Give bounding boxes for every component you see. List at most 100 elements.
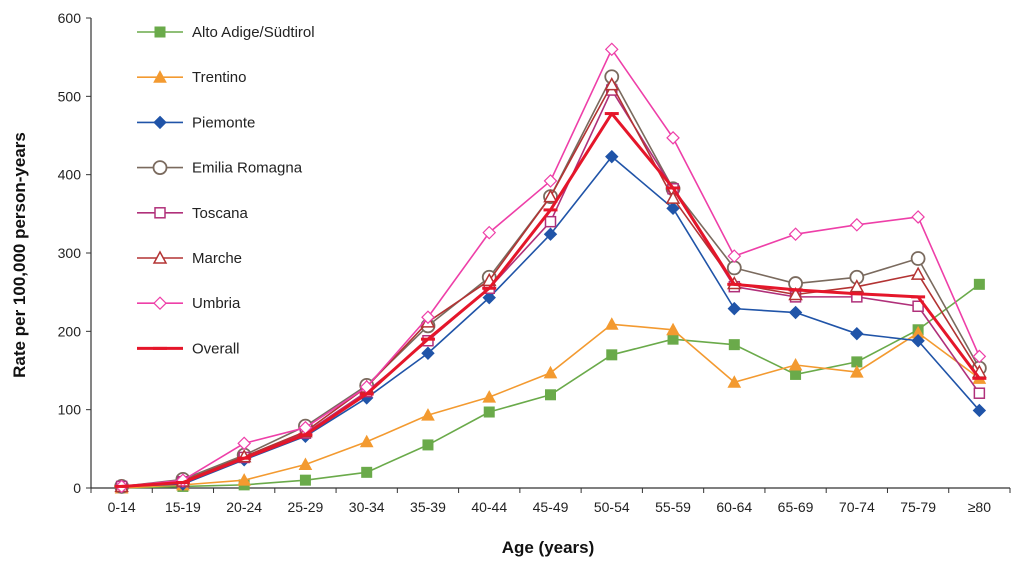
data-point bbox=[604, 42, 619, 57]
data-point bbox=[605, 149, 619, 164]
data-point bbox=[910, 251, 926, 266]
data-point bbox=[482, 225, 497, 240]
legend-label: Toscana bbox=[192, 205, 249, 222]
data-point bbox=[483, 406, 495, 418]
data-point bbox=[421, 310, 435, 325]
data-point bbox=[972, 403, 987, 418]
data-point bbox=[543, 227, 558, 241]
data-point bbox=[665, 190, 681, 204]
data-point bbox=[788, 357, 803, 371]
data-point bbox=[788, 305, 803, 320]
data-point bbox=[604, 77, 620, 91]
data-point bbox=[361, 466, 373, 478]
data-point bbox=[482, 290, 496, 305]
legend-label: Marche bbox=[192, 250, 242, 267]
data-point bbox=[727, 375, 742, 388]
y-tick-label: 600 bbox=[58, 10, 82, 26]
x-tick-label: 40-44 bbox=[471, 499, 507, 515]
data-point bbox=[153, 296, 167, 311]
data-point bbox=[606, 349, 618, 361]
legend-label: Trentino bbox=[192, 69, 246, 86]
data-point bbox=[910, 266, 926, 280]
data-point bbox=[666, 201, 680, 216]
data-point bbox=[421, 346, 435, 360]
series-line bbox=[121, 75, 981, 488]
data-point bbox=[849, 217, 864, 232]
data-point bbox=[849, 279, 865, 293]
x-axis-ticks: 0-14 15-19 20-24 25-29 30-34 35-39 40-44 45-49 5… bbox=[90, 488, 1011, 515]
legend-entry: Piemonte bbox=[137, 114, 255, 131]
x-tick-label: 50-54 bbox=[594, 499, 630, 515]
legend-entry: Trentino bbox=[137, 69, 246, 86]
series-group bbox=[114, 42, 987, 494]
data-point bbox=[973, 278, 985, 290]
data-point bbox=[154, 207, 166, 219]
data-point bbox=[421, 408, 435, 421]
data-point bbox=[727, 301, 742, 316]
data-point bbox=[543, 365, 558, 379]
x-tick-label: 55-59 bbox=[655, 499, 691, 515]
legend-label: Piemonte bbox=[192, 114, 255, 131]
data-point bbox=[359, 434, 374, 448]
x-tick-label: 70-74 bbox=[839, 499, 875, 515]
legend-entry: Umbria bbox=[137, 295, 241, 312]
data-point bbox=[911, 334, 925, 348]
data-point bbox=[788, 227, 803, 242]
data-point bbox=[727, 249, 742, 263]
series-1 bbox=[114, 317, 987, 494]
data-point bbox=[543, 189, 558, 203]
series-5 bbox=[114, 77, 987, 493]
x-tick-label: 15-19 bbox=[165, 499, 201, 515]
data-point bbox=[544, 215, 557, 228]
data-point bbox=[154, 26, 166, 38]
legend: Alto Adige/Südtirol Trentino Piemonte Emili… bbox=[137, 24, 315, 357]
y-axis-title: Rate per 100,000 person-years bbox=[10, 132, 29, 378]
data-point bbox=[790, 368, 802, 380]
data-point bbox=[298, 457, 313, 470]
legend-label: Overall bbox=[192, 340, 240, 357]
legend-entry: Marche bbox=[137, 250, 242, 267]
data-point bbox=[422, 439, 434, 451]
legend-entry: Alto Adige/Südtirol bbox=[137, 24, 315, 41]
x-tick-label: 0-14 bbox=[108, 499, 136, 515]
data-point bbox=[726, 260, 742, 276]
x-tick-label: 45-49 bbox=[533, 499, 569, 515]
series-3 bbox=[114, 69, 987, 494]
x-tick-label: 35-39 bbox=[410, 499, 446, 515]
series-line bbox=[121, 323, 980, 489]
data-point bbox=[482, 390, 497, 403]
data-point bbox=[973, 387, 986, 399]
data-point bbox=[153, 70, 167, 83]
x-tick-label: 20-24 bbox=[226, 499, 262, 515]
legend-entry: Overall bbox=[137, 340, 240, 357]
legend-label: Emilia Romagna bbox=[192, 160, 303, 177]
data-point bbox=[153, 115, 167, 130]
data-point bbox=[850, 326, 864, 341]
legend-entry: Toscana bbox=[137, 205, 249, 222]
data-point bbox=[604, 317, 619, 330]
y-tick-label: 400 bbox=[58, 167, 82, 183]
data-point bbox=[543, 174, 558, 188]
x-tick-label: 25-29 bbox=[288, 499, 324, 515]
data-point bbox=[237, 436, 252, 451]
x-tick-label: 30-34 bbox=[349, 499, 385, 515]
data-point bbox=[152, 250, 168, 264]
y-tick-label: 200 bbox=[58, 323, 82, 339]
legend-label: Alto Adige/Südtirol bbox=[192, 24, 315, 41]
x-tick-label: 60-64 bbox=[716, 499, 752, 515]
data-point bbox=[849, 365, 864, 378]
y-tick-label: 300 bbox=[58, 245, 82, 261]
y-tick-label: 100 bbox=[58, 402, 82, 418]
y-tick-label: 500 bbox=[58, 88, 82, 104]
y-tick-label: 0 bbox=[73, 480, 81, 496]
series-line bbox=[121, 155, 980, 488]
data-point bbox=[788, 286, 803, 301]
data-point bbox=[545, 389, 556, 401]
data-point bbox=[666, 131, 680, 145]
series-7 bbox=[114, 112, 987, 488]
data-point bbox=[152, 160, 168, 176]
data-point bbox=[299, 474, 311, 486]
data-point bbox=[667, 333, 679, 345]
x-tick-label: ≥80 bbox=[968, 499, 991, 515]
